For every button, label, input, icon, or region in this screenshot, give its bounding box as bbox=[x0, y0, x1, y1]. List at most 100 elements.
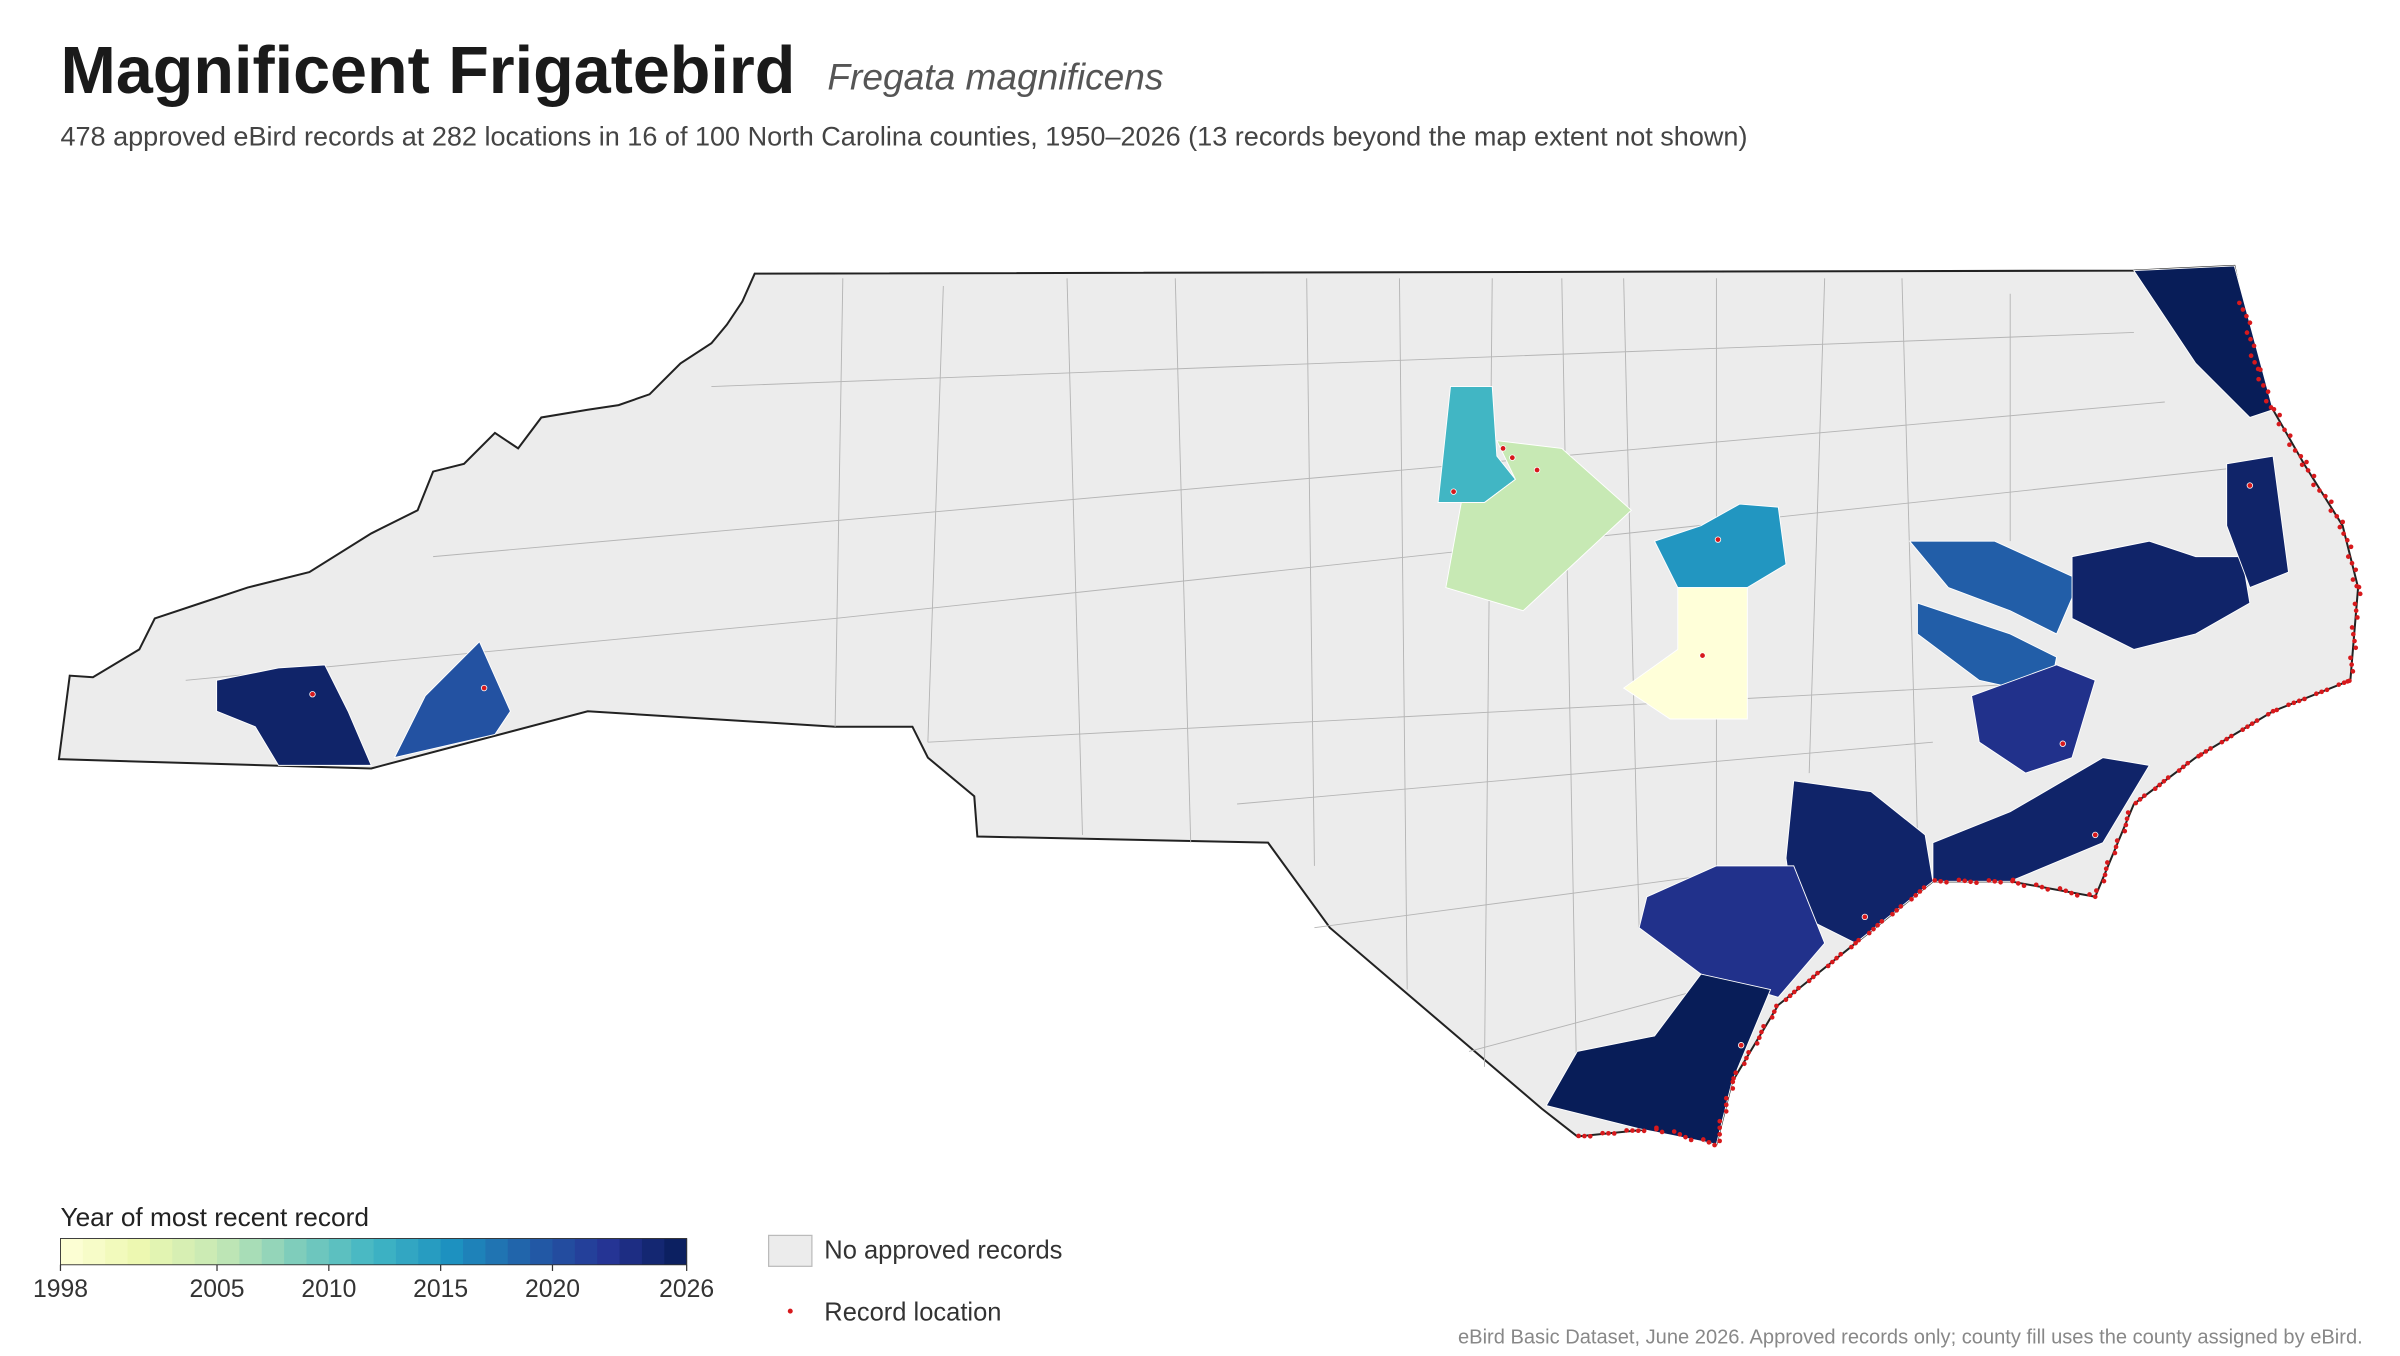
record-dot bbox=[2311, 473, 2317, 479]
colorbar-step bbox=[664, 1238, 688, 1265]
record-dot bbox=[1866, 930, 1872, 936]
record-dot bbox=[1849, 944, 1854, 950]
record-dot bbox=[2057, 886, 2063, 891]
record-dot bbox=[2133, 800, 2139, 806]
record-dot bbox=[1921, 885, 1927, 890]
record-dot bbox=[2256, 376, 2261, 382]
record-dot bbox=[2263, 398, 2269, 404]
record-dot bbox=[1533, 466, 1541, 474]
record-dot bbox=[1723, 1109, 1729, 1114]
record-dot bbox=[1825, 963, 1831, 969]
record-dot bbox=[2261, 383, 2266, 388]
record-dot bbox=[2258, 367, 2263, 373]
record-dot bbox=[2249, 721, 2255, 726]
record-dot bbox=[2185, 760, 2191, 766]
record-dot bbox=[1938, 879, 1943, 884]
record-dot bbox=[2304, 459, 2309, 465]
colorbar-step bbox=[552, 1238, 576, 1265]
record-dot bbox=[2349, 560, 2355, 566]
record-dot bbox=[2292, 448, 2298, 453]
record-dot bbox=[1641, 1128, 1647, 1134]
record-dot bbox=[1737, 1042, 1745, 1049]
record-dot bbox=[2103, 866, 2109, 872]
record-dot bbox=[2299, 462, 2305, 468]
record-dot bbox=[2105, 860, 2110, 865]
record-dot bbox=[2114, 838, 2120, 843]
record-dot bbox=[2311, 482, 2316, 488]
colorbar-step bbox=[530, 1238, 553, 1265]
colorbar-step bbox=[328, 1238, 352, 1265]
record-dot bbox=[1992, 879, 1998, 884]
record-dot bbox=[309, 691, 316, 698]
record-dot bbox=[2033, 882, 2039, 888]
record-dot bbox=[1576, 1133, 1581, 1139]
record-dot bbox=[2196, 753, 2201, 759]
colorbar-step bbox=[60, 1238, 84, 1265]
record-dot bbox=[1733, 1070, 1739, 1076]
record-dot bbox=[2348, 544, 2354, 550]
record-dot bbox=[2124, 816, 2130, 822]
colorbar-tick-label: 2010 bbox=[301, 1276, 356, 1303]
record-dot bbox=[2123, 822, 2129, 828]
record-dot bbox=[2291, 700, 2297, 706]
record-dot bbox=[2287, 442, 2292, 448]
no-records-label: No approved records bbox=[824, 1237, 1062, 1265]
record-dot bbox=[2336, 682, 2342, 687]
record-dot bbox=[2252, 360, 2257, 365]
colorbar-step bbox=[105, 1238, 129, 1265]
subtitle: 478 approved eBird records at 282 locati… bbox=[60, 121, 1747, 151]
record-dot bbox=[2101, 878, 2107, 884]
record-dot bbox=[1998, 879, 2003, 885]
record-dot bbox=[2298, 453, 2304, 459]
record-dot bbox=[1974, 880, 1979, 886]
colorbar-step bbox=[284, 1238, 307, 1265]
record-dot bbox=[2319, 689, 2324, 695]
record-dot bbox=[2350, 577, 2356, 582]
record-dot bbox=[2270, 708, 2276, 714]
record-dot bbox=[1811, 974, 1816, 980]
colorbar-step bbox=[306, 1238, 330, 1265]
record-dot bbox=[1917, 889, 1923, 894]
colorbar-step bbox=[373, 1238, 397, 1265]
colorbar-step bbox=[395, 1238, 419, 1265]
record-dot bbox=[1894, 907, 1899, 913]
record-dot bbox=[2357, 591, 2363, 597]
record-dot bbox=[2092, 831, 2099, 839]
record-label: Record location bbox=[824, 1298, 1001, 1326]
record-dot bbox=[1986, 878, 1992, 883]
record-dot bbox=[1787, 993, 1793, 999]
county-fill bbox=[216, 664, 372, 766]
record-dot bbox=[2317, 488, 2322, 493]
record-dot bbox=[2245, 724, 2250, 730]
record-dot bbox=[2074, 893, 2080, 898]
record-dot bbox=[2353, 608, 2359, 613]
record-dot bbox=[1611, 1131, 1617, 1136]
record-dot bbox=[1742, 1061, 1747, 1067]
record-dot bbox=[2069, 890, 2074, 896]
county-fill bbox=[2071, 540, 2251, 650]
colorbar-step bbox=[172, 1238, 196, 1265]
county-lines bbox=[185, 278, 2274, 1114]
record-dot bbox=[1509, 454, 1516, 461]
record-dot bbox=[1913, 893, 1919, 898]
record-dot bbox=[2240, 307, 2246, 312]
record-dot bbox=[1783, 997, 1789, 1003]
record-dot bbox=[1856, 937, 1861, 943]
record-dot bbox=[1796, 985, 1801, 991]
record-dot bbox=[1450, 488, 1457, 495]
colorbar-step bbox=[261, 1238, 285, 1265]
record-dot bbox=[1499, 445, 1507, 452]
record-dot bbox=[1771, 1009, 1777, 1014]
colorbar-step bbox=[239, 1238, 263, 1265]
record-dot bbox=[2296, 698, 2302, 704]
record-dot bbox=[2328, 508, 2334, 513]
record-dot bbox=[1677, 1132, 1683, 1137]
record-dot bbox=[1606, 1131, 1611, 1136]
record-dot bbox=[1717, 1138, 1722, 1144]
record-dot bbox=[2113, 844, 2119, 850]
record-dot bbox=[2247, 320, 2253, 326]
record-dot bbox=[480, 684, 488, 692]
record-dot bbox=[1717, 1118, 1723, 1124]
colorbar-step bbox=[597, 1238, 621, 1265]
colorbar-tick-label: 1998 bbox=[33, 1276, 88, 1303]
